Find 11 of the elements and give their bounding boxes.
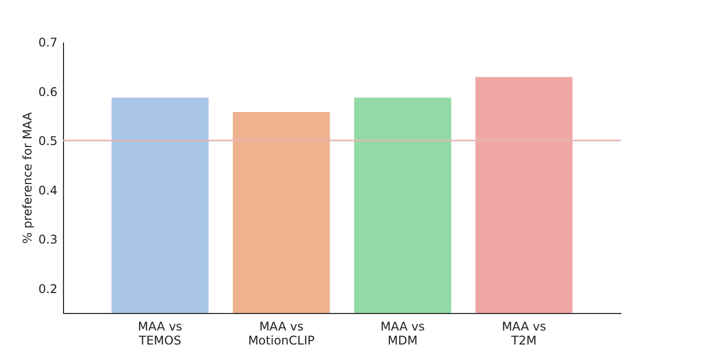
y-tick-label: 0.5 xyxy=(38,134,58,148)
y-tick-label: 0.6 xyxy=(38,84,58,99)
x-tick-label: MAA vs T2M xyxy=(502,320,546,348)
x-tick-label: MAA vs MDM xyxy=(380,320,425,348)
y-tick-label: 0.2 xyxy=(38,282,58,296)
y-axis-title: % preference for MAA xyxy=(20,112,34,244)
x-tick-label: MAA vs MotionCLIP xyxy=(248,320,315,348)
x-tick-label: MAA vs TEMOS xyxy=(138,320,182,348)
y-tick-label: 0.4 xyxy=(38,183,58,198)
y-tick-label: 0.7 xyxy=(38,36,58,50)
y-tick-label: 0.3 xyxy=(38,232,58,247)
